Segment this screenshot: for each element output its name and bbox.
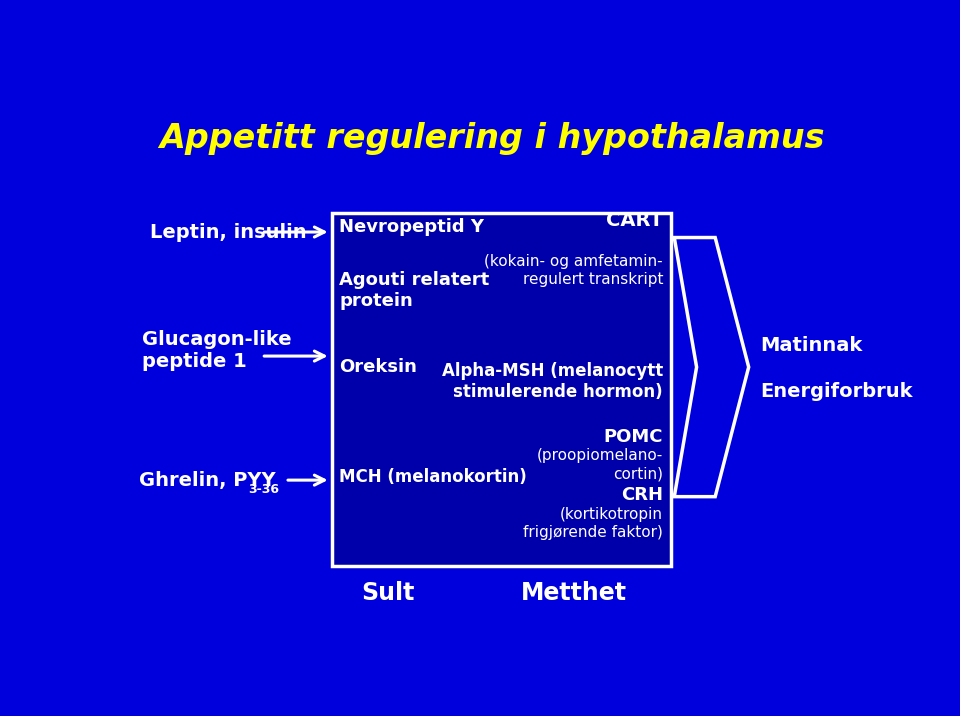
Text: (proopiomelanо-
cortin): (proopiomelanо- cortin) bbox=[537, 448, 663, 481]
Text: Matinnak: Matinnak bbox=[760, 336, 862, 354]
Text: POMC: POMC bbox=[604, 427, 663, 446]
FancyBboxPatch shape bbox=[332, 213, 670, 566]
Text: Metthet: Metthet bbox=[521, 581, 627, 605]
Text: Agouti relatert
protein: Agouti relatert protein bbox=[340, 271, 490, 310]
Text: (kortikotropin
frigjørende faktor): (kortikotropin frigjørende faktor) bbox=[523, 507, 663, 540]
Polygon shape bbox=[674, 238, 749, 497]
Text: Appetitt regulering i hypothalamus: Appetitt regulering i hypothalamus bbox=[159, 122, 825, 155]
Text: 3-36: 3-36 bbox=[248, 483, 279, 496]
Text: Energiforbruk: Energiforbruk bbox=[760, 382, 912, 402]
Text: MCH (melanokortin): MCH (melanokortin) bbox=[340, 468, 527, 486]
Text: Nevropeptid Y: Nevropeptid Y bbox=[340, 218, 485, 236]
Text: Alpha-MSH (melanocytt
stimulerende hormon): Alpha-MSH (melanocytt stimulerende hormo… bbox=[442, 362, 663, 401]
Text: Ghrelin, PYY: Ghrelin, PYY bbox=[138, 470, 276, 490]
Text: Oreksin: Oreksin bbox=[340, 358, 418, 376]
Text: CRH: CRH bbox=[621, 485, 663, 503]
Text: Leptin, insulin: Leptin, insulin bbox=[150, 223, 306, 241]
Text: CART: CART bbox=[606, 211, 663, 231]
Text: Sult: Sult bbox=[361, 581, 415, 605]
Text: (kokain- og amfetamin-
regulert transkript: (kokain- og amfetamin- regulert transkri… bbox=[485, 254, 663, 287]
Text: Glucagon-like
peptide 1: Glucagon-like peptide 1 bbox=[142, 329, 292, 372]
